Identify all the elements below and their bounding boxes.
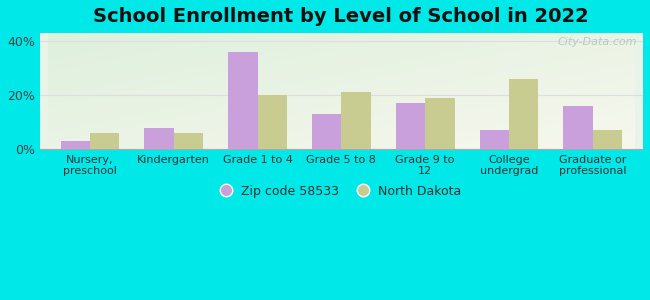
Bar	[60, 141, 90, 149]
Bar	[480, 130, 509, 149]
Bar	[144, 128, 174, 149]
Legend: Zip code 58533, North Dakota: Zip code 58533, North Dakota	[216, 180, 466, 203]
Bar	[228, 52, 257, 149]
Bar	[509, 79, 538, 149]
Title: School Enrollment by Level of School in 2022: School Enrollment by Level of School in …	[94, 7, 590, 26]
Bar	[396, 103, 425, 149]
Bar	[90, 133, 120, 149]
Bar	[593, 130, 622, 149]
Bar	[425, 98, 454, 149]
Bar	[174, 133, 203, 149]
Bar	[312, 114, 341, 149]
Bar	[341, 92, 370, 149]
Text: City-Data.com: City-Data.com	[558, 37, 637, 46]
Bar	[564, 106, 593, 149]
Bar	[257, 95, 287, 149]
